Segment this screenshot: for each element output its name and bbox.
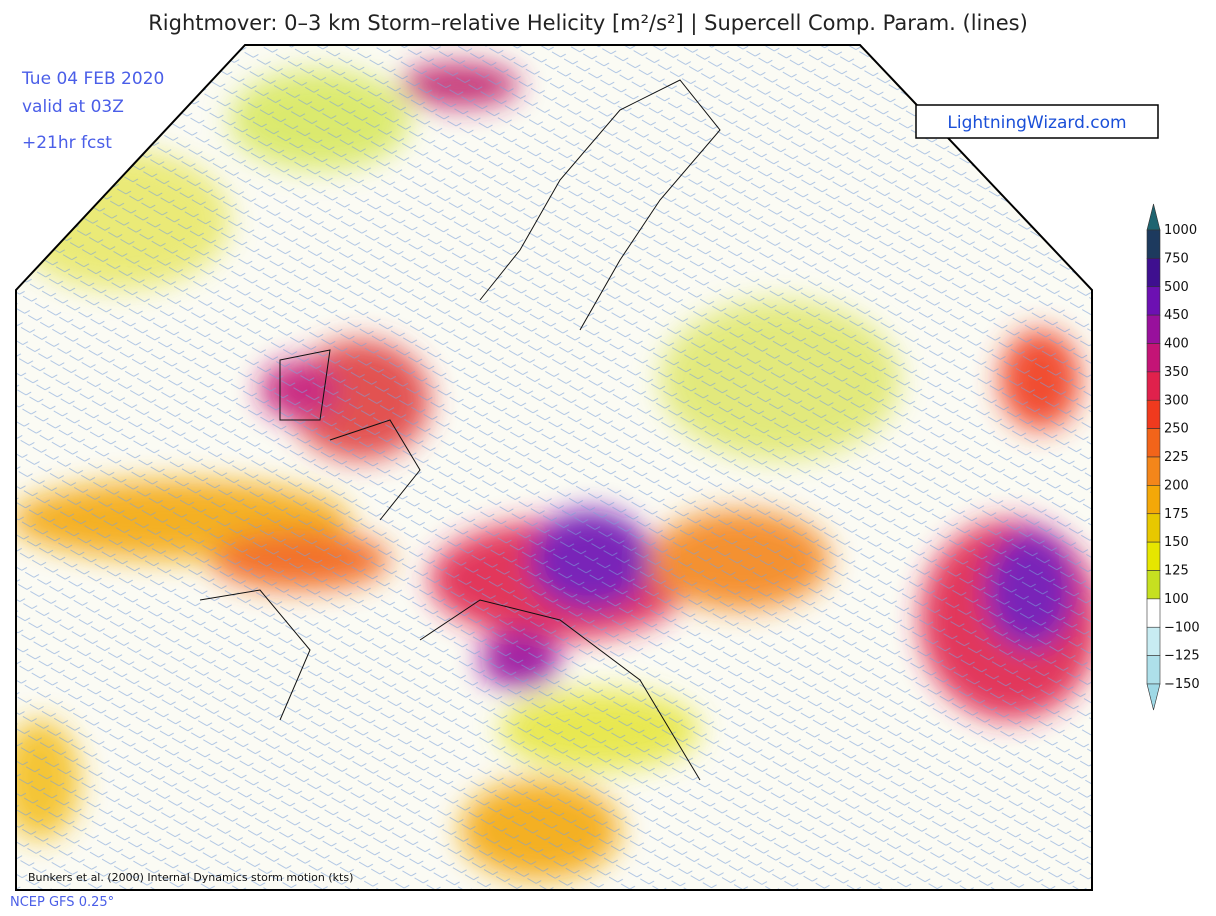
colorbar-segment [1146, 541, 1161, 571]
colorbar-segment [1146, 456, 1161, 486]
colorbar-label: 300 [1164, 393, 1189, 408]
forecast-label: +21hr fcst [22, 133, 112, 153]
colorbar-label: 100 [1164, 592, 1189, 607]
colorbar-label: 450 [1164, 308, 1189, 323]
colorbar-segment [1146, 598, 1161, 628]
valid-label: valid at 03Z [22, 97, 124, 117]
colorbar-segment [1146, 399, 1161, 429]
footnote: Bunkers et al. (2000) Internal Dynamics … [28, 871, 353, 884]
colorbar-segment [1146, 428, 1161, 458]
colorbar-label: 125 [1164, 564, 1189, 579]
colorbar-label: 1000 [1164, 223, 1197, 238]
colorbar-label: 350 [1164, 365, 1189, 380]
colorbar-label: −125 [1164, 649, 1200, 664]
model-label: NCEP GFS 0.25° [10, 895, 114, 910]
colorbar-label: 200 [1164, 478, 1189, 493]
logo-box [915, 104, 1159, 139]
colorbar-segment [1146, 655, 1161, 685]
colorbar-label: 500 [1164, 280, 1189, 295]
colorbar-segment [1146, 286, 1161, 316]
colorbar-label: −100 [1164, 620, 1200, 635]
colorbar-segment [1146, 343, 1161, 373]
colorbar-label: 250 [1164, 422, 1189, 437]
logo: LightningWizard.com [947, 113, 1126, 133]
date-label: Tue 04 FEB 2020 [21, 69, 164, 89]
colorbar-top [1146, 203, 1161, 231]
colorbar-label: 750 [1164, 251, 1189, 266]
colorbar-segment [1146, 626, 1161, 656]
colorbar-label: 225 [1164, 450, 1189, 465]
colorbar-segment [1146, 371, 1161, 401]
colorbar: 1000 750 500 450 400 350 300 250 225 200 175 150 125… [1146, 203, 1200, 711]
colorbar-label: 150 [1164, 535, 1189, 550]
colorbar-segment [1146, 485, 1161, 515]
colorbar-segment [1146, 513, 1161, 543]
colorbar-segment [1146, 229, 1161, 259]
colorbar-bottom [1146, 683, 1161, 711]
colorbar-label: 175 [1164, 507, 1189, 522]
colorbar-segment [1146, 570, 1161, 600]
map-frame [15, 44, 1093, 891]
map-title: Rightmover: 0–3 km Storm–relative Helici… [148, 11, 1028, 36]
colorbar-segment [1146, 314, 1161, 344]
colorbar-label: −150 [1164, 677, 1200, 692]
colorbar-label: 400 [1164, 337, 1189, 352]
colorbar-segment [1146, 258, 1161, 288]
